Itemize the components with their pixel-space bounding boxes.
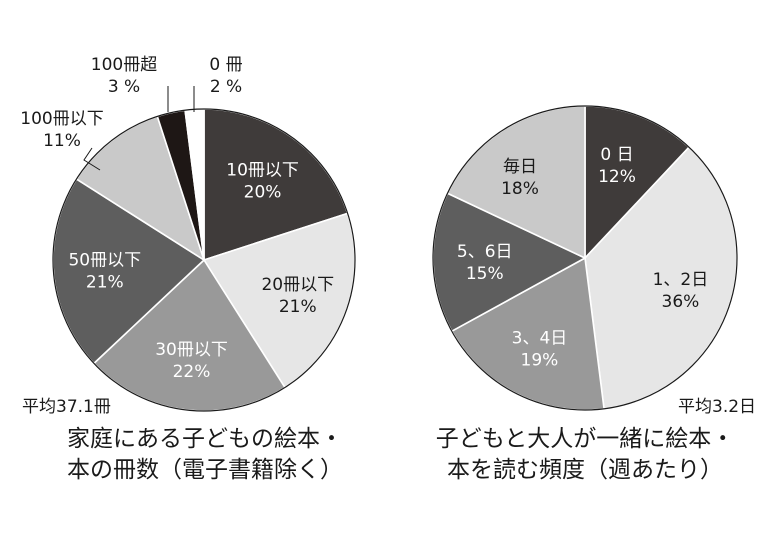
pie1-slice-value-4: 11% <box>43 131 81 151</box>
pie2-caption: 子どもと大人が一緒に絵本・ 本を読む頻度（週あたり） <box>410 424 760 486</box>
pie1-slice-value-0: 20% <box>244 182 282 202</box>
pie2-slice-value-2: 19% <box>521 350 559 370</box>
pie2-slice-label-0: 0 日 <box>600 145 633 165</box>
pie1-slice-label-1: 20冊以下 <box>261 275 334 295</box>
pie1-slice-value-6: 2 % <box>210 77 242 97</box>
pie1-slice-label-2: 30冊以下 <box>155 340 228 360</box>
pie2-average-label: 平均3.2日 <box>678 397 757 417</box>
pie1-slice-value-1: 21% <box>279 297 317 317</box>
pie1-caption-line-1: 家庭にある子どもの絵本・ <box>67 426 343 452</box>
pie1-slice-label-3: 50冊以下 <box>68 250 141 270</box>
pie-1: 10冊以下20%20冊以下21%30冊以下22%50冊以下21%100冊以下11… <box>20 55 356 412</box>
pie1-slice-label-0: 10冊以下 <box>226 160 299 180</box>
pie1-caption: 家庭にある子どもの絵本・ 本の冊数（電子書籍除く） <box>30 424 380 486</box>
pie1-caption-line-2: 本の冊数（電子書籍除く） <box>67 457 343 483</box>
pie1-slice-label-5: 100冊超 <box>91 55 157 75</box>
pie2-slice-label-4: 毎日 <box>503 157 537 177</box>
pie2-slice-label-1: 1、2日 <box>653 270 709 290</box>
pie2-caption-line-1: 子どもと大人が一緒に絵本・ <box>435 426 735 452</box>
pie1-slice-label-6: 0 冊 <box>209 55 242 75</box>
pie2-caption-line-2: 本を読む頻度（週あたり） <box>447 457 723 483</box>
pie1-slice-label-4: 100冊以下 <box>20 109 103 129</box>
pie1-slice-value-5: 3 % <box>108 77 140 97</box>
pie2-outline <box>432 105 738 411</box>
pie1-leader-line-4 <box>83 147 101 171</box>
pie2-slice-value-3: 15% <box>466 264 504 284</box>
pie2-slice-value-1: 36% <box>662 292 700 312</box>
pie1-average-label: 平均37.1冊 <box>22 397 111 417</box>
pie2-slice-value-4: 18% <box>501 179 539 199</box>
pie1-slice-value-2: 22% <box>173 362 211 382</box>
pie2-slice-label-2: 3、4日 <box>512 328 568 348</box>
pie1-outline <box>52 108 356 412</box>
pie2-slice-label-3: 5、6日 <box>457 242 513 262</box>
pie2-slice-value-0: 12% <box>598 167 636 187</box>
pie1-slice-value-3: 21% <box>86 272 124 292</box>
